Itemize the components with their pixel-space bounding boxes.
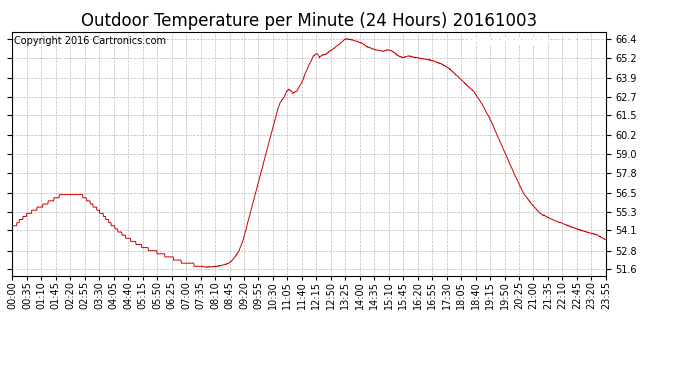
- Title: Outdoor Temperature per Minute (24 Hours) 20161003: Outdoor Temperature per Minute (24 Hours…: [81, 12, 538, 30]
- Text: Copyright 2016 Cartronics.com: Copyright 2016 Cartronics.com: [14, 36, 166, 45]
